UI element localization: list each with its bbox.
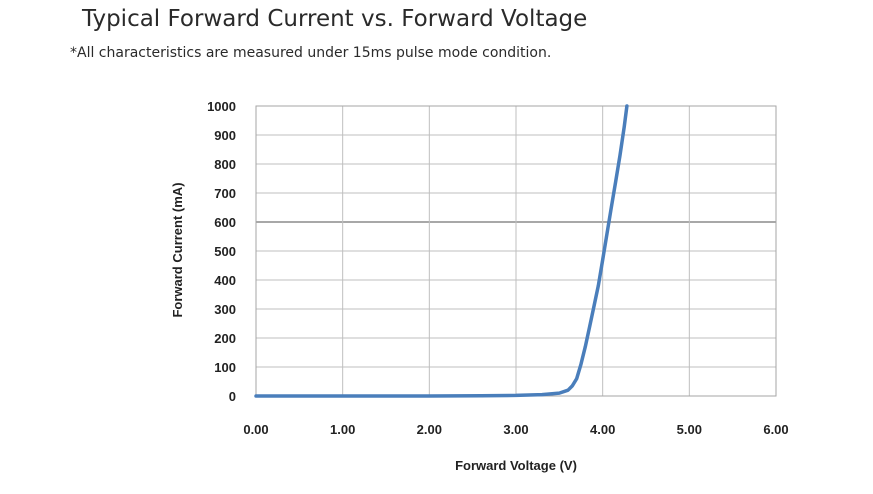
x-tick-label: 0.00 xyxy=(243,422,268,437)
y-tick-label: 100 xyxy=(214,360,236,375)
y-tick-label: 400 xyxy=(214,273,236,288)
y-tick-label: 700 xyxy=(214,186,236,201)
y-axis-tick-labels: 0 100 200 300 400 500 600 700 800 900 1000 xyxy=(207,99,236,404)
x-tick-label: 2.00 xyxy=(417,422,442,437)
series-line xyxy=(254,104,629,398)
series-layer xyxy=(254,104,629,398)
page-subtitle: *All characteristics are measured under … xyxy=(70,45,552,61)
y-tick-label: 800 xyxy=(214,157,236,172)
x-axis-title: Forward Voltage (V) xyxy=(455,458,577,473)
x-tick-label: 5.00 xyxy=(677,422,702,437)
x-tick-label: 1.00 xyxy=(330,422,355,437)
y-tick-label: 600 xyxy=(214,215,236,230)
x-axis-tick-labels: 0.00 1.00 2.00 3.00 4.00 5.00 6.00 xyxy=(243,422,788,437)
y-tick-label: 300 xyxy=(214,302,236,317)
y-tick-label: 900 xyxy=(214,128,236,143)
y-axis-title: Forward Current (mA) xyxy=(170,182,185,317)
x-tick-label: 3.00 xyxy=(503,422,528,437)
page-title: Typical Forward Current vs. Forward Volt… xyxy=(82,6,588,32)
y-tick-label: 500 xyxy=(214,244,236,259)
x-tick-label: 6.00 xyxy=(763,422,788,437)
grid xyxy=(255,105,777,397)
y-tick-label: 0 xyxy=(229,389,236,404)
x-tick-label: 4.00 xyxy=(590,422,615,437)
y-tick-label: 1000 xyxy=(207,99,236,114)
y-tick-label: 200 xyxy=(214,331,236,346)
